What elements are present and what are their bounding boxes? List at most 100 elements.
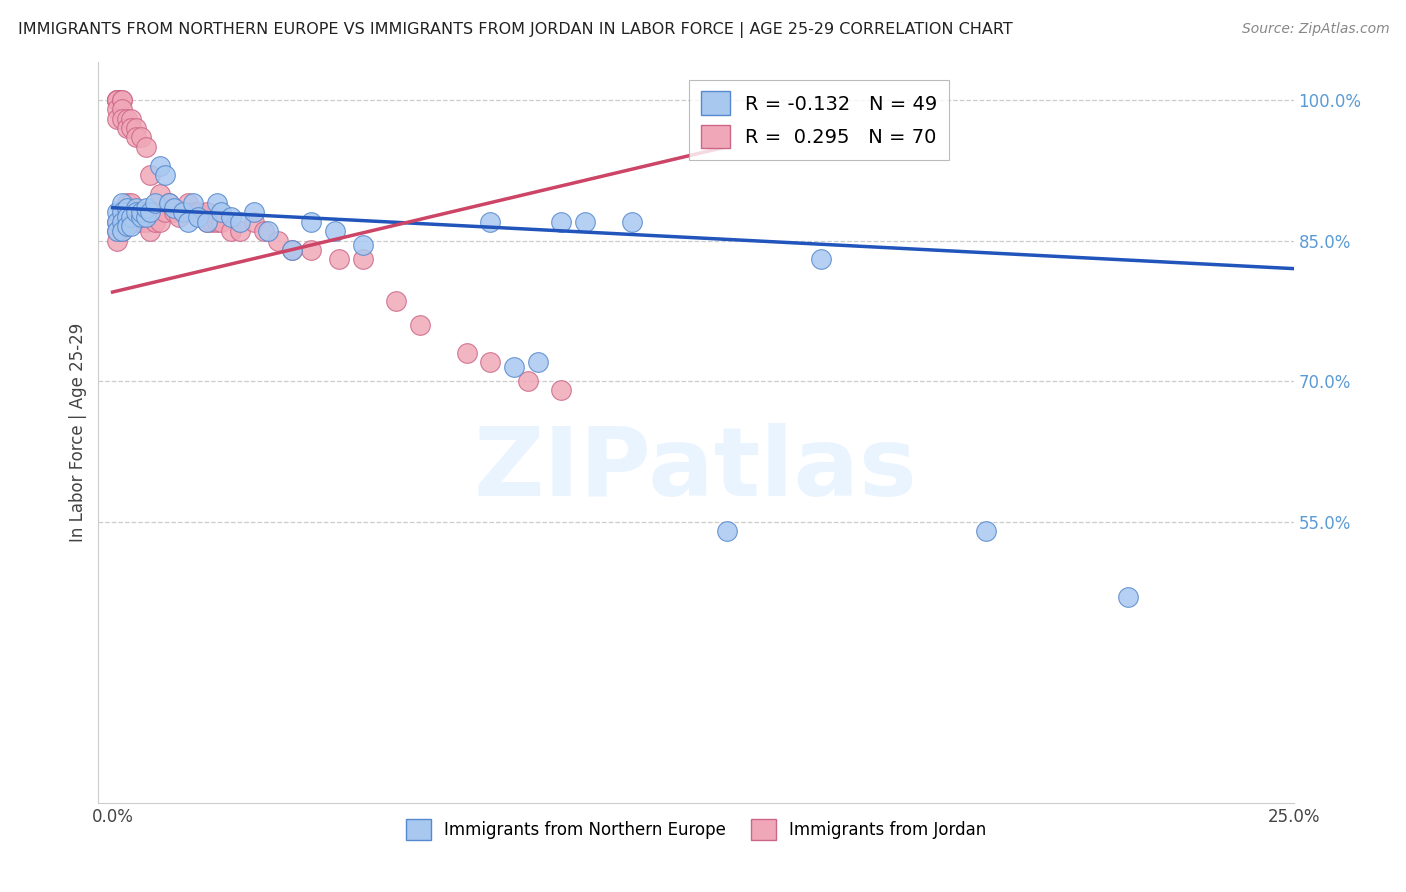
Point — [172, 205, 194, 219]
Point — [209, 205, 232, 219]
Point — [125, 205, 148, 219]
Point — [135, 205, 157, 219]
Point — [229, 224, 252, 238]
Point — [125, 201, 148, 215]
Text: Source: ZipAtlas.com: Source: ZipAtlas.com — [1241, 22, 1389, 37]
Point — [281, 243, 304, 257]
Point — [621, 215, 644, 229]
Point — [153, 168, 176, 182]
Point — [243, 215, 266, 229]
Point — [125, 205, 148, 219]
Point — [115, 201, 138, 215]
Point — [157, 196, 180, 211]
Point — [115, 210, 138, 224]
Point — [111, 103, 134, 117]
Point — [105, 205, 128, 219]
Point — [352, 252, 374, 267]
Point — [111, 93, 134, 107]
Point — [139, 205, 162, 219]
Point — [121, 215, 143, 229]
Point — [550, 384, 572, 398]
Point — [105, 215, 128, 229]
Point — [139, 224, 162, 238]
Point — [976, 524, 998, 538]
Point — [115, 215, 138, 229]
Point — [111, 224, 134, 238]
Point — [115, 112, 138, 126]
Point — [181, 196, 204, 211]
Point — [111, 224, 134, 238]
Point — [257, 224, 280, 238]
Point — [243, 205, 266, 219]
Point — [157, 196, 180, 211]
Point — [479, 355, 502, 369]
Point — [105, 112, 128, 126]
Point — [125, 215, 148, 229]
Point — [105, 215, 128, 229]
Point — [105, 93, 128, 107]
Point — [121, 210, 143, 224]
Point — [323, 224, 346, 238]
Point — [408, 318, 430, 332]
Point — [111, 93, 134, 107]
Point — [129, 210, 152, 224]
Point — [181, 205, 204, 219]
Point — [187, 210, 209, 224]
Point — [177, 215, 200, 229]
Point — [129, 130, 152, 145]
Point — [205, 196, 228, 211]
Point — [253, 224, 276, 238]
Point — [105, 234, 128, 248]
Point — [135, 140, 157, 154]
Point — [574, 215, 596, 229]
Y-axis label: In Labor Force | Age 25-29: In Labor Force | Age 25-29 — [69, 323, 87, 542]
Point — [352, 238, 374, 252]
Point — [121, 112, 143, 126]
Point — [135, 210, 157, 224]
Point — [111, 205, 134, 219]
Point — [105, 93, 128, 107]
Point — [129, 205, 152, 219]
Point — [111, 112, 134, 126]
Point — [456, 346, 478, 360]
Point — [299, 243, 322, 257]
Point — [129, 215, 152, 229]
Point — [385, 294, 408, 309]
Point — [115, 196, 138, 211]
Point — [111, 215, 134, 229]
Point — [526, 355, 548, 369]
Point — [1116, 590, 1139, 604]
Legend: Immigrants from Northern Europe, Immigrants from Jordan: Immigrants from Northern Europe, Immigra… — [399, 813, 993, 847]
Point — [201, 215, 224, 229]
Point — [167, 210, 190, 224]
Point — [105, 93, 128, 107]
Point — [219, 224, 242, 238]
Point — [195, 215, 218, 229]
Point — [187, 205, 209, 219]
Text: ZIPatlas: ZIPatlas — [474, 423, 918, 516]
Point — [135, 215, 157, 229]
Point — [163, 205, 186, 219]
Point — [105, 103, 128, 117]
Point — [195, 205, 218, 219]
Point — [149, 215, 172, 229]
Text: IMMIGRANTS FROM NORTHERN EUROPE VS IMMIGRANTS FROM JORDAN IN LABOR FORCE | AGE 2: IMMIGRANTS FROM NORTHERN EUROPE VS IMMIG… — [18, 22, 1014, 38]
Point — [149, 159, 172, 173]
Point — [121, 196, 143, 211]
Point — [328, 252, 350, 267]
Point — [139, 168, 162, 182]
Point — [115, 121, 138, 136]
Point — [299, 215, 322, 229]
Point — [143, 205, 166, 219]
Point — [517, 374, 540, 388]
Point — [125, 121, 148, 136]
Point — [810, 252, 832, 267]
Point — [153, 205, 176, 219]
Point — [135, 201, 157, 215]
Point — [195, 215, 218, 229]
Point — [115, 205, 138, 219]
Point — [115, 219, 138, 234]
Point — [209, 215, 232, 229]
Point — [267, 234, 290, 248]
Point — [129, 205, 152, 219]
